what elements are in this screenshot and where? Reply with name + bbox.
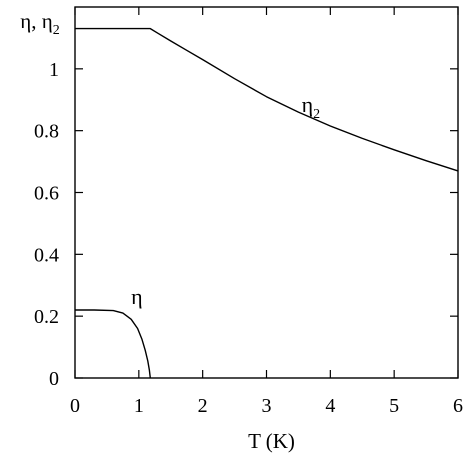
x-tick-label: 3	[262, 395, 272, 417]
x-tick-label: 5	[389, 395, 399, 417]
series-lines	[75, 27, 459, 379]
plot-frame	[74, 6, 459, 379]
x-tick-label: 6	[453, 395, 463, 417]
x-tick-label: 4	[325, 395, 335, 417]
x-axis: 0 1 2 3 4 5 6	[70, 7, 463, 417]
y-tick-label: 0.6	[34, 183, 59, 205]
y-tick-label: 1	[49, 59, 59, 81]
y-axis: 0 0.2 0.4 0.6 0.8 1	[34, 59, 458, 390]
series-line-eta	[75, 309, 151, 379]
plot-area	[74, 6, 459, 379]
series-label-eta2: η2	[302, 92, 321, 122]
x-tick-label: 2	[198, 395, 208, 417]
y-tick-label: 0.2	[34, 306, 59, 328]
y-axis-title: η, η2	[20, 9, 59, 38]
series-label-eta: η	[131, 284, 143, 309]
x-tick-label: 1	[134, 395, 144, 417]
series-labels: η2 η	[131, 92, 320, 309]
x-tick-label: 0	[70, 395, 80, 417]
y-tick-label: 0.4	[34, 244, 59, 266]
y-tick-label: 0	[49, 368, 59, 390]
x-axis-title: T (K)	[248, 429, 295, 453]
y-tick-label: 0.8	[34, 121, 59, 143]
series-line-eta2	[75, 27, 459, 172]
